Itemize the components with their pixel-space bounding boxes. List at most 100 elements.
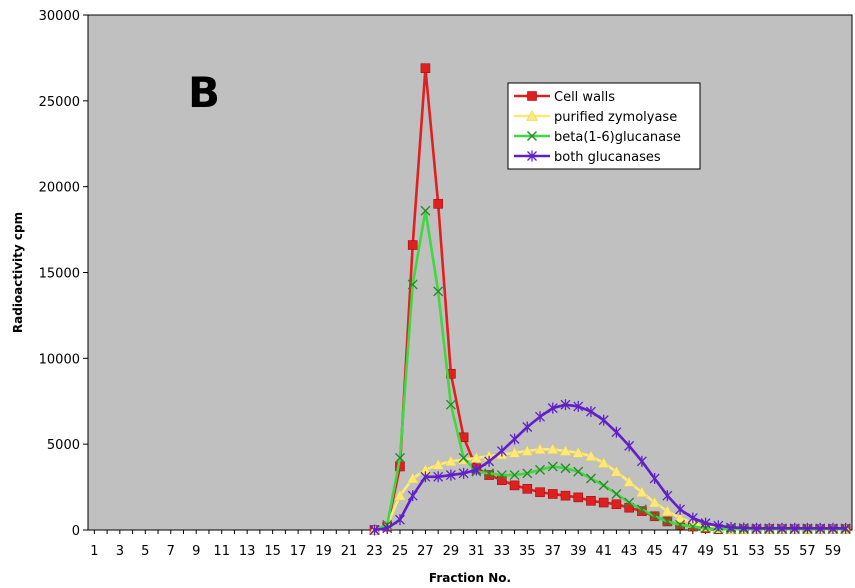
- data-point: [534, 443, 546, 455]
- legend-marker: [527, 91, 537, 101]
- data-point: [433, 471, 444, 483]
- legend: Cell walls purified zymolyase beta(1-6)glu…: [507, 82, 701, 170]
- data-point: [406, 472, 419, 484]
- data-point: [751, 522, 762, 534]
- data-point: [535, 411, 545, 423]
- data-point: [649, 473, 660, 484]
- data-point: [508, 446, 521, 458]
- data-point: [687, 521, 698, 532]
- data-point: [497, 475, 507, 486]
- plot-area: [87, 14, 853, 531]
- data-point: [675, 519, 686, 530]
- x-tick-label: 51: [723, 544, 740, 559]
- data-point: [484, 468, 495, 479]
- data-point: [458, 452, 469, 463]
- data-point: [572, 446, 585, 458]
- legend-label: Cell walls: [554, 90, 615, 105]
- data-point: [445, 469, 456, 481]
- data-point: [509, 470, 520, 481]
- data-point: [675, 503, 686, 515]
- x-tick-label: 43: [621, 544, 638, 559]
- data-point: [470, 451, 483, 463]
- data-point: [598, 414, 609, 426]
- x-tick-label: 19: [315, 544, 332, 559]
- data-point: [444, 455, 457, 467]
- data-point: [789, 522, 800, 534]
- data-point: [573, 466, 584, 477]
- x-tick-label: 11: [213, 544, 230, 559]
- data-point: [407, 240, 418, 250]
- data-point: [522, 421, 533, 433]
- data-point: [624, 497, 635, 508]
- data-point: [635, 486, 648, 497]
- legend-item: Cell walls: [514, 90, 615, 105]
- data-point: [509, 480, 520, 491]
- data-point: [560, 399, 571, 411]
- x-tick-label: 3: [116, 544, 124, 559]
- legend-box: [507, 82, 701, 170]
- data-point: [611, 499, 622, 510]
- series-3: [369, 399, 851, 536]
- data-point: [662, 516, 673, 527]
- data-point: [420, 63, 431, 74]
- data-point: [546, 443, 559, 455]
- data-point: [840, 522, 851, 534]
- x-tick-label: 27: [417, 544, 434, 559]
- x-tick-label: 5: [141, 544, 149, 559]
- data-point: [369, 524, 380, 536]
- data-point: [521, 445, 534, 456]
- data-point: [802, 522, 813, 534]
- x-tick-label: 35: [519, 544, 536, 559]
- data-point: [636, 504, 647, 515]
- data-point: [738, 522, 749, 534]
- legend-marker: [527, 150, 537, 162]
- data-point: [573, 492, 584, 503]
- legend-label: both glucanases: [554, 150, 661, 165]
- x-tick-label: 23: [366, 544, 383, 559]
- x-tick-label: 1: [90, 544, 98, 559]
- series-line: [374, 403, 846, 532]
- data-point: [522, 468, 533, 479]
- y-tick-label: 10000: [39, 352, 80, 367]
- data-point: [636, 455, 647, 467]
- x-tick-label: 59: [825, 544, 842, 559]
- data-point: [433, 286, 444, 297]
- data-point: [624, 440, 635, 452]
- data-point: [623, 475, 636, 487]
- x-tick-label: 7: [167, 544, 175, 559]
- data-point: [560, 463, 571, 474]
- x-tick-label: 21: [341, 544, 358, 559]
- data-point: [560, 490, 571, 501]
- data-point: [611, 488, 622, 499]
- x-tick-label: 25: [392, 544, 409, 559]
- data-point: [687, 512, 698, 524]
- data-point: [420, 471, 431, 483]
- y-tick-label: 0: [72, 524, 80, 539]
- data-point: [484, 455, 495, 467]
- x-tick-label: 15: [264, 544, 281, 559]
- x-tick-label: 55: [774, 544, 791, 559]
- legend-item: beta(1-6)glucanase: [514, 130, 681, 145]
- legend-label: beta(1-6)glucanase: [554, 130, 681, 145]
- data-point: [559, 445, 572, 456]
- data-point: [764, 522, 775, 534]
- data-point: [777, 522, 787, 534]
- data-point: [471, 464, 482, 476]
- data-point: [496, 470, 507, 481]
- data-point: [674, 511, 687, 523]
- data-point: [573, 400, 584, 412]
- data-point: [535, 464, 546, 475]
- data-point: [611, 426, 622, 438]
- panel-label: B: [188, 68, 220, 117]
- data-point: [827, 522, 838, 534]
- data-point: [598, 480, 609, 491]
- y-tick-label: 5000: [47, 438, 80, 453]
- data-point: [522, 483, 533, 494]
- x-tick-label: 37: [544, 544, 561, 559]
- data-point: [661, 505, 674, 516]
- legend-label: purified zymolyase: [554, 110, 677, 125]
- y-tick-label: 25000: [39, 95, 80, 110]
- x-tick-label: 45: [646, 544, 663, 559]
- data-point: [662, 490, 673, 502]
- data-point: [420, 205, 431, 216]
